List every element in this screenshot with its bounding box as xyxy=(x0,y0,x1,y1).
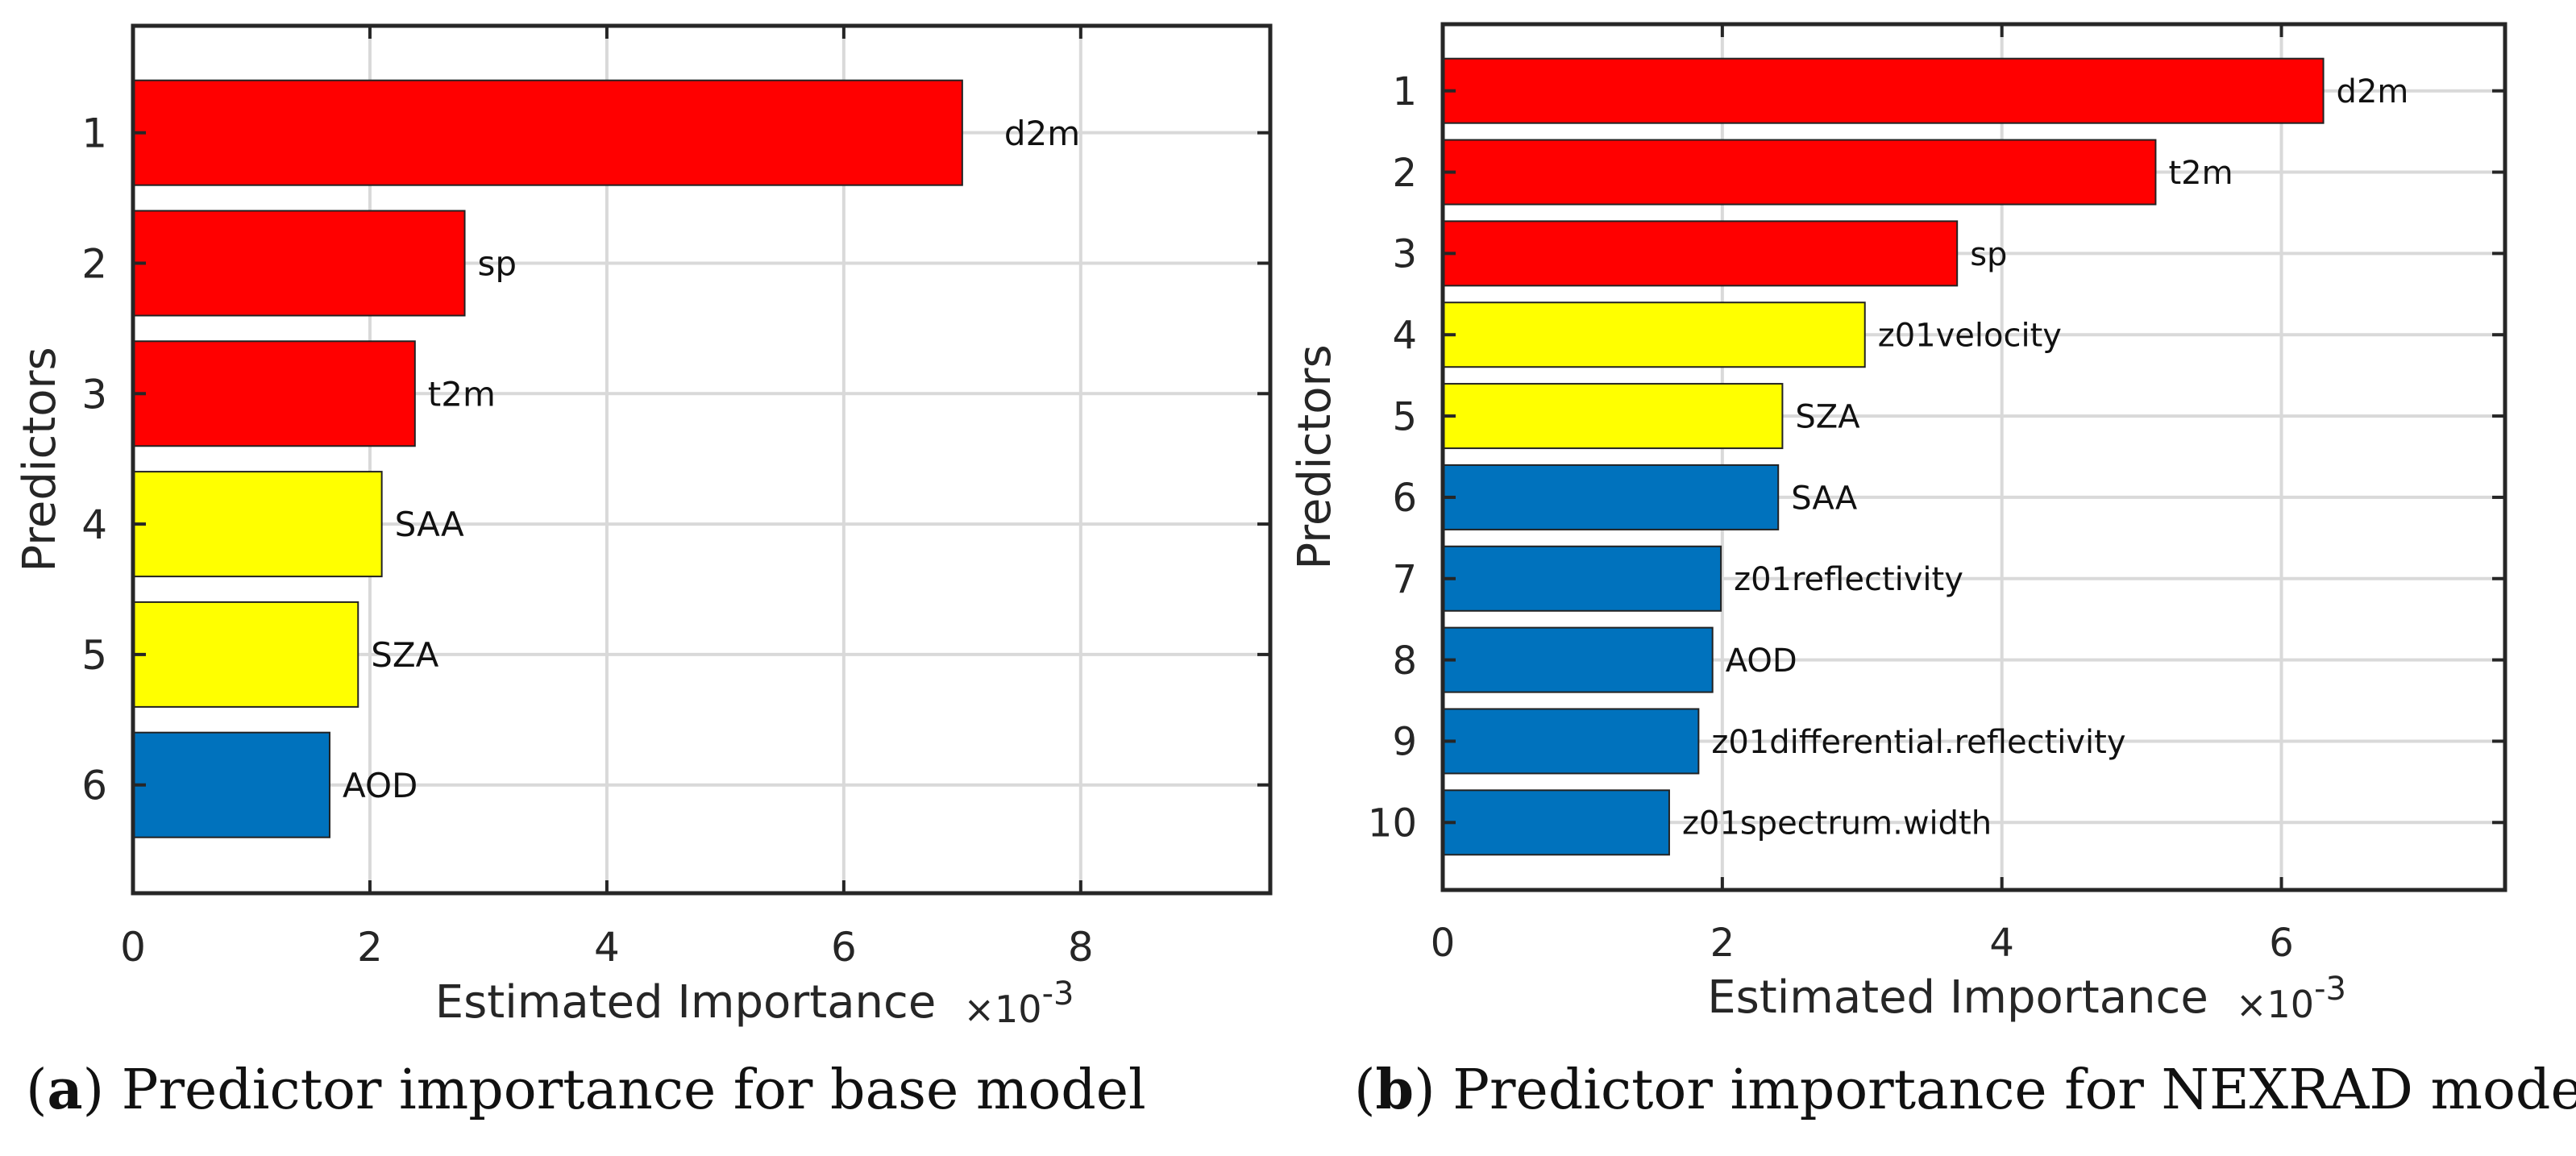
x-tick-label: 0 xyxy=(1431,921,1456,966)
bar xyxy=(1442,545,1722,612)
chart-a: d2m sp t2m SAA SZA AOD 0 2 4 6 8 1 2 3 4 5 6 Estimated Im… xyxy=(14,23,1273,1031)
bar xyxy=(132,471,383,578)
y-tick-label: 5 xyxy=(81,632,107,679)
y-tick-label: 8 xyxy=(1392,638,1417,684)
x-tick-label: 8 xyxy=(1068,924,1094,971)
x-tick-label: 4 xyxy=(1989,921,2014,966)
bar-label: AOD xyxy=(343,766,418,805)
bar-label: AOD xyxy=(1726,642,1797,680)
plot-frame xyxy=(131,23,1273,896)
bar-label: SAA xyxy=(1791,480,1858,517)
bar-label: z01velocity xyxy=(1878,318,2062,355)
caption-a-label: a xyxy=(47,1058,83,1122)
bar-label: z01reflectivity xyxy=(1734,561,1963,598)
x-tick-label: 6 xyxy=(831,924,857,971)
y-tick-label: 1 xyxy=(81,110,107,157)
y-axis-label: Predictors xyxy=(1289,344,1341,569)
bar-label: sp xyxy=(478,244,517,284)
y-tick-label: 10 xyxy=(1368,801,1417,846)
caption-b-label: b xyxy=(1375,1058,1415,1122)
y-tick-label: 2 xyxy=(1392,151,1417,196)
y-tick-label: 9 xyxy=(1392,720,1417,765)
bar-label: SZA xyxy=(371,635,438,675)
x-axis-multiplier: ×10-3 xyxy=(964,975,1074,1031)
y-tick-label: 3 xyxy=(1392,232,1417,277)
bar xyxy=(1442,789,1670,856)
y-tick-label: 6 xyxy=(81,763,107,809)
bar xyxy=(1442,708,1700,775)
caption-a-text: Predictor importance for base model xyxy=(121,1058,1146,1122)
x-tick-label: 2 xyxy=(357,924,383,971)
caption-a: (a) Predictor importance for base model xyxy=(26,1058,1146,1122)
bar-label: d2m xyxy=(1004,114,1080,153)
x-tick-label: 2 xyxy=(1710,921,1735,966)
bar-label: t2m xyxy=(2168,155,2233,192)
bar xyxy=(132,210,466,317)
bar-label: sp xyxy=(1970,236,2007,273)
x-tick-label: 4 xyxy=(594,924,620,971)
y-axis-label: Predictors xyxy=(14,347,66,572)
bar xyxy=(132,340,416,447)
bar xyxy=(132,601,359,708)
plot-frame xyxy=(1440,22,2507,892)
bar xyxy=(1442,220,1959,287)
bar-label: z01differential.reflectivity xyxy=(1711,724,2125,761)
bar xyxy=(1442,57,2325,124)
bar xyxy=(132,731,330,838)
bar xyxy=(132,79,963,186)
bar-label: SAA xyxy=(395,505,464,544)
bar-label: z01spectrum.width xyxy=(1682,805,1992,842)
y-tick-label: 5 xyxy=(1392,394,1417,439)
y-tick-label: 4 xyxy=(1392,314,1417,359)
bar-label: SZA xyxy=(1795,398,1860,435)
x-axis-multiplier: ×10-3 xyxy=(2236,971,2346,1026)
caption-b: (b) Predictor importance for NEXRAD mode… xyxy=(1354,1062,2576,1118)
chart-b: d2m t2m sp z01velocity SZA SAA z01reflectivity… xyxy=(1289,22,2507,1026)
bar xyxy=(1442,626,1714,693)
y-tick-label: 6 xyxy=(1392,476,1417,521)
bar-label: t2m xyxy=(428,374,496,414)
bar xyxy=(1442,464,1780,530)
bar xyxy=(1442,383,1784,450)
bar xyxy=(1442,301,1866,368)
y-tick-label: 3 xyxy=(81,371,107,418)
bar-label: d2m xyxy=(2337,73,2409,110)
x-axis-label: Estimated Importance xyxy=(435,976,937,1029)
x-tick-label: 6 xyxy=(2269,921,2294,966)
y-tick-label: 7 xyxy=(1392,557,1417,602)
y-tick-label: 4 xyxy=(81,501,107,548)
x-tick-label: 0 xyxy=(120,924,146,971)
y-tick-label: 2 xyxy=(81,240,107,287)
caption-b-text: Predictor importance for NEXRAD model xyxy=(1452,1058,2576,1122)
x-axis-label: Estimated Importance xyxy=(1707,971,2208,1024)
bar xyxy=(1442,139,2157,206)
y-tick-label: 1 xyxy=(1392,69,1417,114)
